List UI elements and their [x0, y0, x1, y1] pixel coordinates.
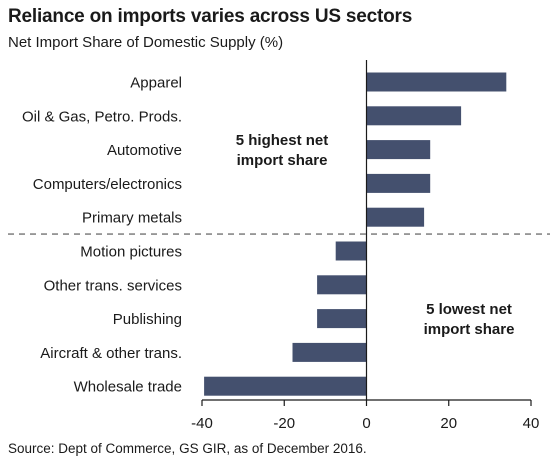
- category-label-publishing: Publishing: [113, 311, 182, 328]
- annotations: 5 highest net import share 5 lowest net imp…: [236, 132, 515, 338]
- source-note: Source: Dept of Commerce, GS GIR, as of …: [8, 441, 367, 456]
- x-axis: -40 -20 0 20 40: [8, 60, 550, 432]
- category-label-apparel: Apparel: [130, 75, 182, 92]
- bar-automotive: [366, 140, 431, 160]
- bar-oil-gas-petro-prods: [366, 106, 462, 126]
- x-tick-label-minus-40: -40: [191, 415, 213, 432]
- x-tick-label-40: 40: [523, 415, 540, 432]
- category-labels: Apparel Oil & Gas, Petro. Prods. Automotiv…: [22, 75, 182, 396]
- category-label-oil-gas-petro-prods: Oil & Gas, Petro. Prods.: [22, 108, 182, 125]
- bar-aircraft-other-trans: [292, 342, 367, 362]
- bar-publishing: [317, 309, 367, 329]
- annotation-highest-line-2: import share: [237, 152, 328, 169]
- category-label-automotive: Automotive: [107, 142, 182, 159]
- bars-layer: [204, 72, 507, 396]
- category-label-motion-pictures: Motion pictures: [80, 244, 182, 261]
- annotation-highest-line-1: 5 highest net: [236, 132, 329, 149]
- chart-subtitle: Net Import Share of Domestic Supply (%): [8, 34, 284, 51]
- category-label-primary-metals: Primary metals: [82, 210, 182, 227]
- x-tick-label-20: 20: [440, 415, 457, 432]
- bar-apparel: [366, 72, 507, 92]
- bar-other-trans-services: [317, 275, 367, 295]
- category-label-computers-electronics: Computers/electronics: [33, 176, 182, 193]
- category-label-other-trans-services: Other trans. services: [44, 277, 182, 294]
- annotation-lowest-line-1: 5 lowest net: [426, 301, 512, 318]
- category-label-wholesale-trade: Wholesale trade: [74, 379, 182, 396]
- x-tick-label-minus-20: -20: [273, 415, 295, 432]
- x-tick-label-0: 0: [362, 415, 370, 432]
- annotation-lowest-line-2: import share: [424, 321, 515, 338]
- bar-primary-metals: [366, 207, 425, 227]
- bar-wholesale-trade: [204, 376, 367, 396]
- bar-motion-pictures: [335, 241, 367, 261]
- bar-computers-electronics: [366, 173, 431, 193]
- category-label-aircraft-other-trans: Aircraft & other trans.: [40, 345, 182, 362]
- chart-title: Reliance on imports varies across US sec…: [8, 6, 413, 27]
